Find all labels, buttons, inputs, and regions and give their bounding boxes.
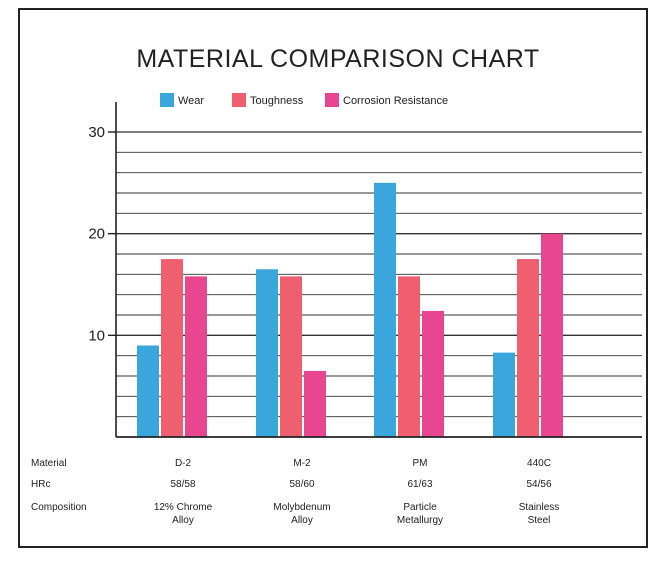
composition-m-2: Molybdenum xyxy=(273,502,330,513)
bar-m-2-corrosion-resistance xyxy=(304,370,326,437)
material-comparison-chart: MATERIAL COMPARISON CHART Wear Toughness C… xyxy=(31,45,642,526)
y-tick-label: 30 xyxy=(88,124,105,141)
bar-d-2-toughness xyxy=(161,259,183,437)
legend-swatch-corrosion-resistance xyxy=(325,93,339,107)
bar-pm-toughness xyxy=(398,276,420,437)
material-table: Material HRc Composition D-2 58/58 12% Chrome… xyxy=(31,458,559,526)
y-tick-label: 10 xyxy=(88,327,105,344)
legend-swatch-toughness xyxy=(232,93,246,107)
legend: Wear Toughness Corrosion Resistance xyxy=(160,93,448,107)
bar-440c-toughness xyxy=(517,259,539,437)
composition-440c: Stainless xyxy=(519,502,560,513)
composition-d-2: 12% Chrome xyxy=(154,502,213,513)
material-pm: PM xyxy=(413,458,428,469)
bar-d-2-corrosion-resistance xyxy=(185,276,207,437)
hrc-d-2: 58/58 xyxy=(170,479,195,490)
row-label-hrc: HRc xyxy=(31,479,50,490)
composition-d-2: Alloy xyxy=(172,515,194,526)
legend-label-corrosion-resistance: Corrosion Resistance xyxy=(343,95,448,107)
hrc-440c: 54/56 xyxy=(526,479,551,490)
hrc-m-2: 58/60 xyxy=(289,479,314,490)
bar-pm-corrosion-resistance xyxy=(422,310,444,437)
row-label-material: Material xyxy=(31,458,67,469)
bars xyxy=(137,182,563,437)
material-440c: 440C xyxy=(527,458,551,469)
bar-pm-wear xyxy=(374,182,396,437)
row-label-composition: Composition xyxy=(31,502,87,513)
axes: 10 20 30 xyxy=(88,102,642,438)
bar-440c-wear xyxy=(493,352,515,437)
bar-m-2-wear xyxy=(256,269,278,437)
chart-title: MATERIAL COMPARISON CHART xyxy=(136,45,539,73)
chart-frame: MATERIAL COMPARISON CHART Wear Toughness C… xyxy=(18,8,648,548)
composition-pm: Metallurgy xyxy=(397,515,443,526)
bar-d-2-wear xyxy=(137,345,159,437)
bar-m-2-toughness xyxy=(280,276,302,437)
material-d-2: D-2 xyxy=(175,458,192,469)
composition-m-2: Alloy xyxy=(291,515,313,526)
composition-440c: Steel xyxy=(528,515,551,526)
legend-label-wear: Wear xyxy=(178,95,204,107)
y-tick-label: 20 xyxy=(88,226,105,243)
bar-440c-corrosion-resistance xyxy=(541,233,563,437)
legend-swatch-wear xyxy=(160,93,174,107)
material-m-2: M-2 xyxy=(293,458,311,469)
composition-pm: Particle xyxy=(403,502,437,513)
hrc-pm: 61/63 xyxy=(407,479,432,490)
legend-label-toughness: Toughness xyxy=(250,95,304,107)
